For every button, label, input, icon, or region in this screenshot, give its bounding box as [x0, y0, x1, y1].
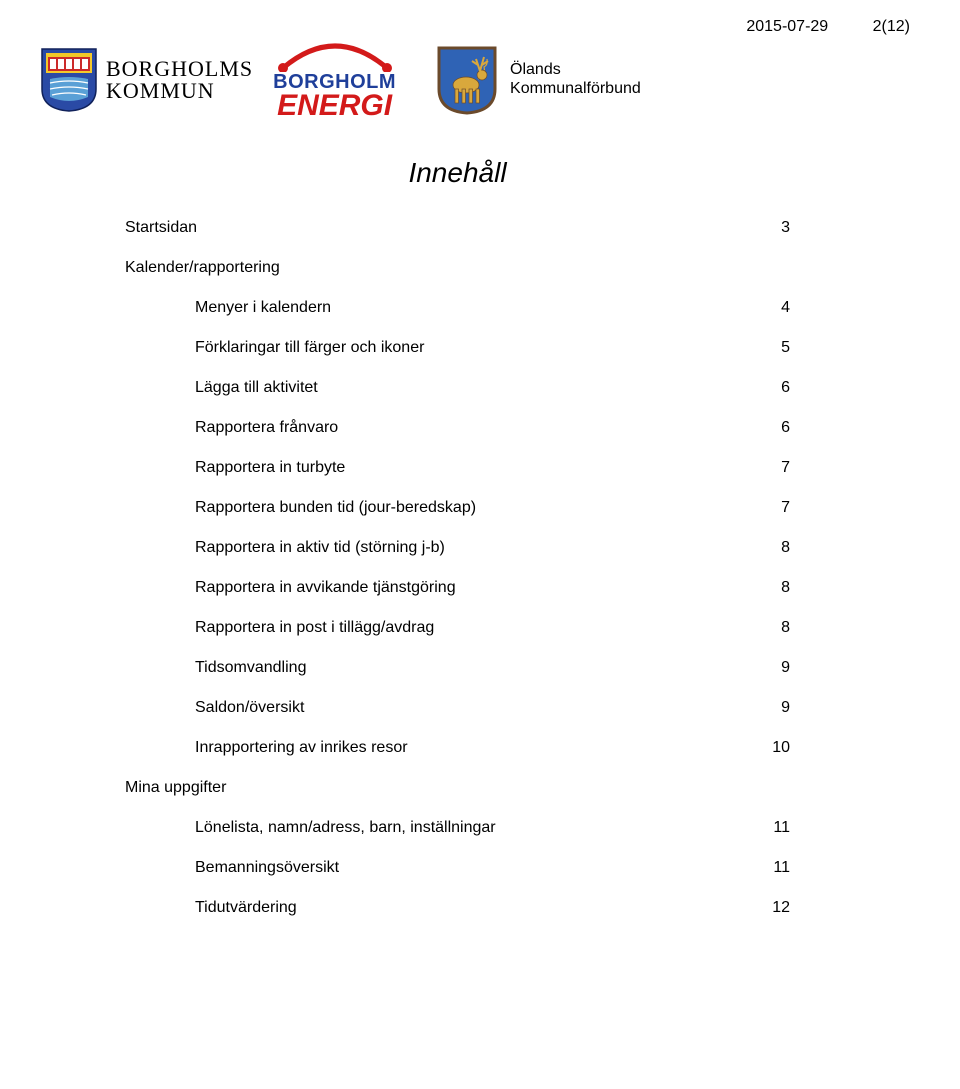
toc-item-page: 9 [760, 699, 790, 717]
toc-item-row: Tidsomvandling 9 [125, 659, 790, 677]
toc-item-page: 7 [760, 459, 790, 477]
toc-item-label: Tidutvärdering [195, 899, 297, 917]
toc-item-page: 5 [760, 339, 790, 357]
toc-item-row: Tidutvärdering 12 [125, 899, 790, 917]
borgholms-line1: BORGHOLMS [106, 58, 253, 80]
toc-item-label: Rapportera in turbyte [195, 459, 345, 477]
logo-borgholm-energi: BORGHOLM ENERGI [273, 40, 396, 119]
toc-item-page: 9 [760, 659, 790, 677]
toc-item-page: 8 [760, 539, 790, 557]
toc-item-page: 7 [760, 499, 790, 517]
toc-item-row: Rapportera bunden tid (jour-beredskap) 7 [125, 499, 790, 517]
toc-item-page: 4 [760, 299, 790, 317]
header-meta: 2015-07-29 2(12) [40, 18, 920, 36]
page-indicator: 2(12) [873, 18, 910, 35]
toc-item-label: Rapportera in avvikande tjänstgöring [195, 579, 456, 597]
toc-item-row: Rapportera frånvaro 6 [125, 419, 790, 437]
toc-item-label: Menyer i kalendern [195, 299, 331, 317]
toc-item-label: Saldon/översikt [195, 699, 304, 717]
logo-olands-kommunalforbund: Ölands Kommunalförbund [436, 45, 641, 115]
toc-item-row: Lönelista, namn/adress, barn, inställnin… [125, 819, 790, 837]
borgholms-line2: KOMMUN [106, 80, 253, 102]
toc-item-label: Tidsomvandling [195, 659, 306, 677]
toc-item-row: Rapportera in post i tillägg/avdrag 8 [125, 619, 790, 637]
toc-content: Innehåll Startsidan 3 Kalender/rapporter… [40, 157, 920, 917]
toc-item-row: Inrapportering av inrikes resor 10 [125, 739, 790, 757]
toc-item-label: Förklaringar till färger och ikoner [195, 339, 424, 357]
toc-item-row: Bemanningsöversikt 11 [125, 859, 790, 877]
toc-item-label: Rapportera frånvaro [195, 419, 338, 437]
toc-item-row: Rapportera in aktiv tid (störning j-b) 8 [125, 539, 790, 557]
toc-item-label: Bemanningsöversikt [195, 859, 339, 877]
borgholms-shield-icon [40, 47, 98, 113]
toc-item-label: Rapportera in post i tillägg/avdrag [195, 619, 434, 637]
toc-item-row: Lägga till aktivitet 6 [125, 379, 790, 397]
olands-line2: Kommunalförbund [510, 80, 641, 98]
toc-subheading: Mina uppgifter [125, 779, 790, 797]
toc-item-row: Menyer i kalendern 4 [125, 299, 790, 317]
toc-item-label: Rapportera bunden tid (jour-beredskap) [195, 499, 476, 517]
toc-item-page: 6 [760, 419, 790, 437]
toc-item-row: Förklaringar till färger och ikoner 5 [125, 339, 790, 357]
doc-date: 2015-07-29 [746, 18, 828, 35]
toc-item-row: Rapportera in turbyte 7 [125, 459, 790, 477]
toc-item-page: 11 [760, 819, 790, 837]
logo-borgholms-kommun: BORGHOLMS KOMMUN [40, 47, 253, 113]
toc-item-label: Lönelista, namn/adress, barn, inställnin… [195, 819, 496, 837]
logo-row: BORGHOLMS KOMMUN BORGHOLM ENERGI [40, 40, 920, 119]
olands-text: Ölands Kommunalförbund [510, 61, 641, 98]
toc-item-page: 6 [760, 379, 790, 397]
toc-item-row: Saldon/översikt 9 [125, 699, 790, 717]
toc-heading-page: 3 [760, 219, 790, 237]
toc-item-page: 8 [760, 579, 790, 597]
toc-item-label: Lägga till aktivitet [195, 379, 318, 397]
olands-shield-icon [436, 45, 498, 115]
toc-item-row: Rapportera in avvikande tjänstgöring 8 [125, 579, 790, 597]
energi-arc-icon [275, 40, 395, 72]
energi-line2: ENERGI [273, 92, 396, 119]
toc-heading-label: Startsidan [125, 219, 197, 237]
toc-title: Innehåll [125, 157, 790, 189]
olands-line1: Ölands [510, 61, 641, 79]
document-page: 2015-07-29 2(12) BORGHOLMS KOMMUN [0, 0, 960, 1089]
toc-item-page: 12 [760, 899, 790, 917]
toc-heading-row: Startsidan 3 [125, 219, 790, 237]
toc-subheading: Kalender/rapportering [125, 259, 790, 277]
toc-item-label: Rapportera in aktiv tid (störning j-b) [195, 539, 445, 557]
toc-item-page: 10 [760, 739, 790, 757]
borgholms-text: BORGHOLMS KOMMUN [106, 58, 253, 102]
toc-item-page: 8 [760, 619, 790, 637]
toc-item-label: Inrapportering av inrikes resor [195, 739, 408, 757]
toc-item-page: 11 [760, 859, 790, 877]
